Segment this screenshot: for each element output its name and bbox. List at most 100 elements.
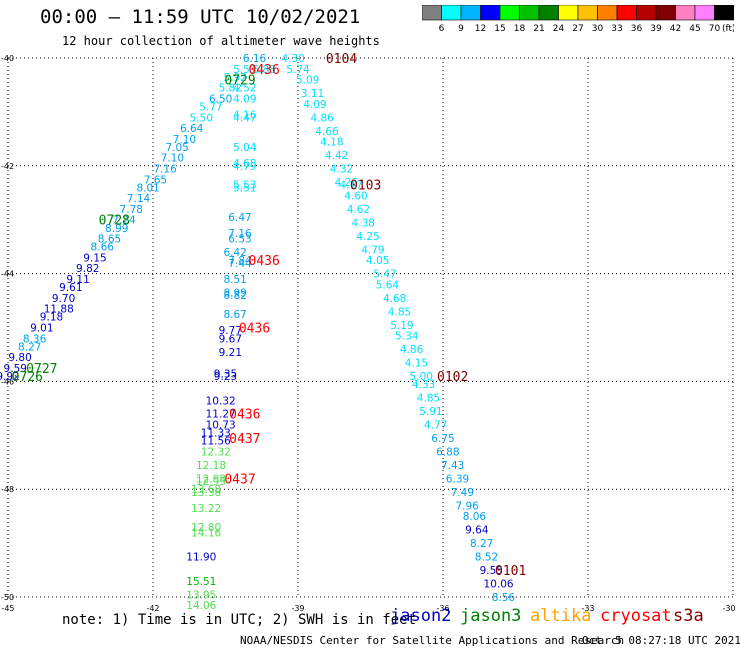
- wave-height-label: 4.85: [417, 393, 440, 405]
- wave-height-label: 7.65: [144, 174, 167, 186]
- wave-height-label: 6.75: [431, 433, 454, 445]
- wave-height-label: 4.79: [233, 161, 256, 173]
- wave-height-label: 4.09: [303, 99, 326, 111]
- wave-height-label: 11.33: [201, 428, 231, 440]
- wave-height-label: 5.92: [223, 72, 246, 84]
- wave-height-label: 9.23: [214, 371, 237, 383]
- wave-height-label: 7.05: [165, 142, 188, 154]
- wave-height-label: 7.24: [112, 215, 136, 227]
- footer-credit: NOAA/NESDIS Center for Satellite Applica…: [240, 634, 625, 647]
- wave-height-label: 5.88: [252, 64, 275, 76]
- wave-height-label: 4.15: [405, 358, 428, 370]
- chart-subtitle: 12 hour collection of altimeter wave hei…: [62, 34, 380, 48]
- wave-height-label: 12.88: [196, 473, 226, 485]
- wave-height-label: 4.79: [361, 244, 384, 256]
- y-tick-label: -40: [1, 54, 14, 63]
- pass-time-label: 0103: [350, 179, 381, 194]
- x-tick-label: -33: [581, 604, 594, 613]
- wave-height-label: 7.49: [451, 487, 474, 499]
- wave-height-label: 9.64: [465, 525, 489, 537]
- wave-height-label: 9.21: [219, 347, 242, 359]
- wave-height-label: 9.67: [219, 333, 242, 345]
- wave-height-label: 9.92: [0, 371, 20, 383]
- wave-height-label: 5.51: [233, 64, 256, 76]
- pass-time-label: 0436: [249, 254, 280, 269]
- legend-jason3: jason3: [460, 606, 522, 626]
- pass-time-label: 0729: [224, 74, 255, 89]
- wave-height-label: 7.96: [455, 500, 479, 512]
- wave-height-label: 4.66: [315, 126, 339, 138]
- wave-height-label: 9.35: [214, 368, 237, 380]
- wave-height-label: 5.09: [296, 75, 319, 87]
- wave-height-label: 8.66: [91, 242, 115, 254]
- wave-height-label: 4.68: [383, 293, 406, 305]
- wave-height-label: 4.33: [412, 379, 435, 391]
- pass-time-label: 0101: [495, 564, 526, 579]
- colorbar-level-label: 45: [689, 24, 700, 34]
- wave-height-label: 5.50: [190, 112, 213, 124]
- wave-height-label: 4.30: [281, 53, 304, 65]
- wave-height-label: 13.38: [191, 487, 221, 499]
- wave-height-label: 7.16: [228, 228, 252, 240]
- wave-height-label: 5.19: [390, 320, 413, 332]
- wave-height-label: 9.18: [40, 312, 63, 324]
- wave-height-label: 7.84: [228, 255, 252, 267]
- wave-height-label: 9.61: [59, 282, 82, 294]
- wave-height-label: 8.52: [475, 552, 498, 564]
- wave-height-label: 5.82: [219, 83, 242, 95]
- wave-height-label: 8.82: [223, 290, 246, 302]
- colorbar-level-label: 70: [709, 24, 721, 34]
- pass-time-label: 0726: [12, 370, 43, 385]
- wave-height-label: 10.32: [206, 395, 236, 407]
- wave-height-label: 3.11: [301, 88, 324, 100]
- wave-height-label: 5.91: [419, 406, 442, 418]
- wave-height-label: 9.01: [30, 323, 53, 335]
- wave-height-label: 4.86: [310, 112, 334, 124]
- wave-height-label: 8.99: [105, 223, 128, 235]
- wave-height-label: 4.17: [339, 180, 362, 192]
- wave-height-label: 13.68: [191, 484, 221, 496]
- pass-time-label: 0727: [26, 362, 57, 377]
- colorbar-unit-label: (ft): [722, 24, 734, 34]
- wave-height-label: 11.88: [44, 304, 74, 316]
- y-tick-label: -46: [1, 377, 14, 386]
- wave-height-label: 8.99: [223, 287, 246, 299]
- wave-height-label: 9.70: [52, 293, 75, 305]
- colorbar-level-label: 21: [533, 24, 544, 34]
- colorbar-level-label: 36: [631, 24, 643, 34]
- colorbar-level-label: 42: [670, 24, 681, 34]
- colorbar-level-label: 27: [572, 24, 583, 34]
- wave-height-label: 4.05: [366, 255, 389, 267]
- wave-height-label: 9.55: [480, 565, 503, 577]
- pass-time-label: 0728: [99, 214, 130, 229]
- pass-time-label: 0104: [326, 52, 357, 67]
- wave-height-label: 6.47: [228, 212, 251, 224]
- colorbar-level-label: 39: [650, 24, 662, 34]
- wave-height-label: 9.80: [8, 352, 31, 364]
- x-tick-label: -42: [146, 604, 159, 613]
- wave-height-label: 7.43: [441, 460, 464, 472]
- wave-height-label: 5.53: [233, 180, 256, 192]
- wave-height-label: 9.77: [219, 325, 242, 337]
- wave-height-label: 10.73: [206, 420, 236, 432]
- wave-height-label: 5.51: [233, 182, 256, 194]
- legend-cryosat: cryosat: [600, 606, 672, 626]
- wave-height-label: 7.14: [127, 193, 151, 205]
- wave-height-label: 9.15: [83, 252, 106, 264]
- y-tick-label: -44: [1, 270, 14, 279]
- wave-height-label: 12.95: [196, 476, 226, 488]
- wave-height-label: 8.36: [23, 333, 47, 345]
- colorbar-level-label: 12: [475, 24, 486, 34]
- wave-height-label: 6.88: [436, 446, 459, 458]
- wave-height-label: 4.25: [356, 231, 379, 243]
- colorbar-level-label: 24: [553, 24, 565, 34]
- y-tick-label: -42: [1, 162, 14, 171]
- wave-height-label: 4.18: [320, 137, 343, 149]
- colorbar-level-label: 6: [439, 24, 445, 34]
- wave-height-label: 12.80: [191, 522, 221, 534]
- wave-height-label: 5.74: [286, 64, 310, 76]
- wave-height-label: 9.82: [76, 263, 99, 275]
- wave-height-label: 11.56: [201, 436, 231, 448]
- chart-title: 00:00 – 11:59 UTC 10/02/2021: [40, 6, 361, 28]
- pass-time-label: 0436: [249, 63, 280, 78]
